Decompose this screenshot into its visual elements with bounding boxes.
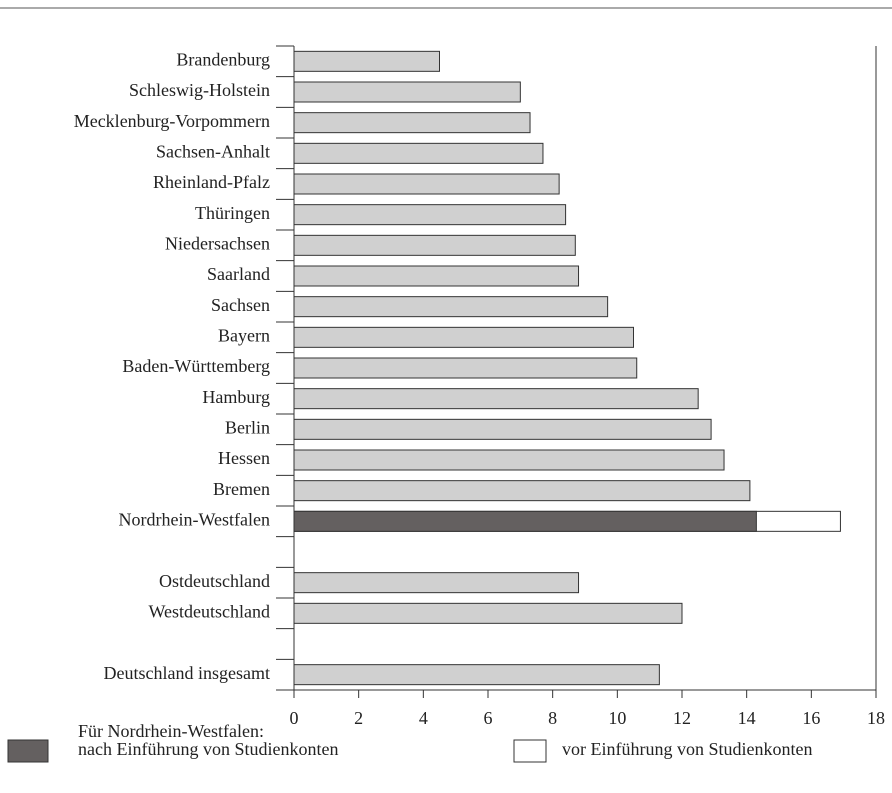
- y-tick-label: Nordrhein-Westfalen: [119, 509, 271, 529]
- x-tick-label: 14: [738, 708, 756, 728]
- bar: [293, 480, 751, 502]
- bar: [293, 602, 683, 624]
- y-tick-label: Saarland: [207, 264, 270, 284]
- y-tick-label: Schleswig-Holstein: [129, 80, 270, 100]
- x-tick-label: 0: [290, 708, 299, 728]
- x-tick-label: 6: [484, 708, 493, 728]
- y-tick-label: Bayern: [218, 325, 270, 345]
- y-tick-label: Bremen: [213, 479, 270, 499]
- bar: [293, 418, 712, 440]
- bar: [293, 572, 580, 594]
- y-tick-label: Berlin: [225, 417, 270, 437]
- y-tick-label: Hessen: [218, 448, 270, 468]
- bar: [293, 664, 660, 686]
- x-tick-label: 2: [354, 708, 363, 728]
- y-tick-label: Thüringen: [195, 203, 270, 223]
- y-tick-label: Hamburg: [202, 387, 270, 407]
- bar: [293, 296, 609, 318]
- bar: [293, 265, 580, 287]
- x-tick-label: 12: [673, 708, 691, 728]
- x-tick-label: 16: [802, 708, 820, 728]
- y-tick-label: Sachsen: [211, 295, 270, 315]
- y-tick-label: Ostdeutschland: [159, 571, 270, 591]
- y-tick-label: Westdeutschland: [148, 601, 270, 621]
- y-tick-label: Brandenburg: [176, 49, 270, 69]
- legend-label: vor Einführung von Studienkonten: [562, 739, 812, 759]
- bar: [293, 388, 699, 410]
- x-tick-label: 4: [419, 708, 428, 728]
- x-tick-label: 10: [608, 708, 626, 728]
- bar: [293, 50, 440, 72]
- bar: [293, 234, 576, 256]
- y-tick-label: Rheinland-Pfalz: [153, 172, 270, 192]
- bar: [293, 449, 725, 471]
- y-tick-label: Deutschland insgesamt: [104, 663, 270, 683]
- legend-label: nach Einführung von Studienkonten: [78, 739, 338, 759]
- legend-title: Für Nordrhein-Westfalen:: [78, 721, 264, 741]
- bar: [293, 510, 757, 532]
- legend-swatch: [513, 739, 547, 763]
- bar: [293, 326, 634, 348]
- bar: [293, 112, 531, 134]
- y-tick-label: Mecklenburg-Vorpommern: [74, 111, 270, 131]
- legend-swatch: [7, 739, 49, 763]
- x-tick-label: 8: [548, 708, 557, 728]
- bar: [293, 357, 638, 379]
- y-tick-label: Niedersachsen: [165, 233, 270, 253]
- bar: [293, 173, 560, 195]
- bar: [293, 142, 544, 164]
- x-tick-label: 18: [867, 708, 885, 728]
- y-tick-label: Baden-Württemberg: [122, 356, 270, 376]
- bar: [293, 81, 521, 103]
- bar: [293, 204, 567, 226]
- y-tick-label: Sachsen-Anhalt: [156, 141, 270, 161]
